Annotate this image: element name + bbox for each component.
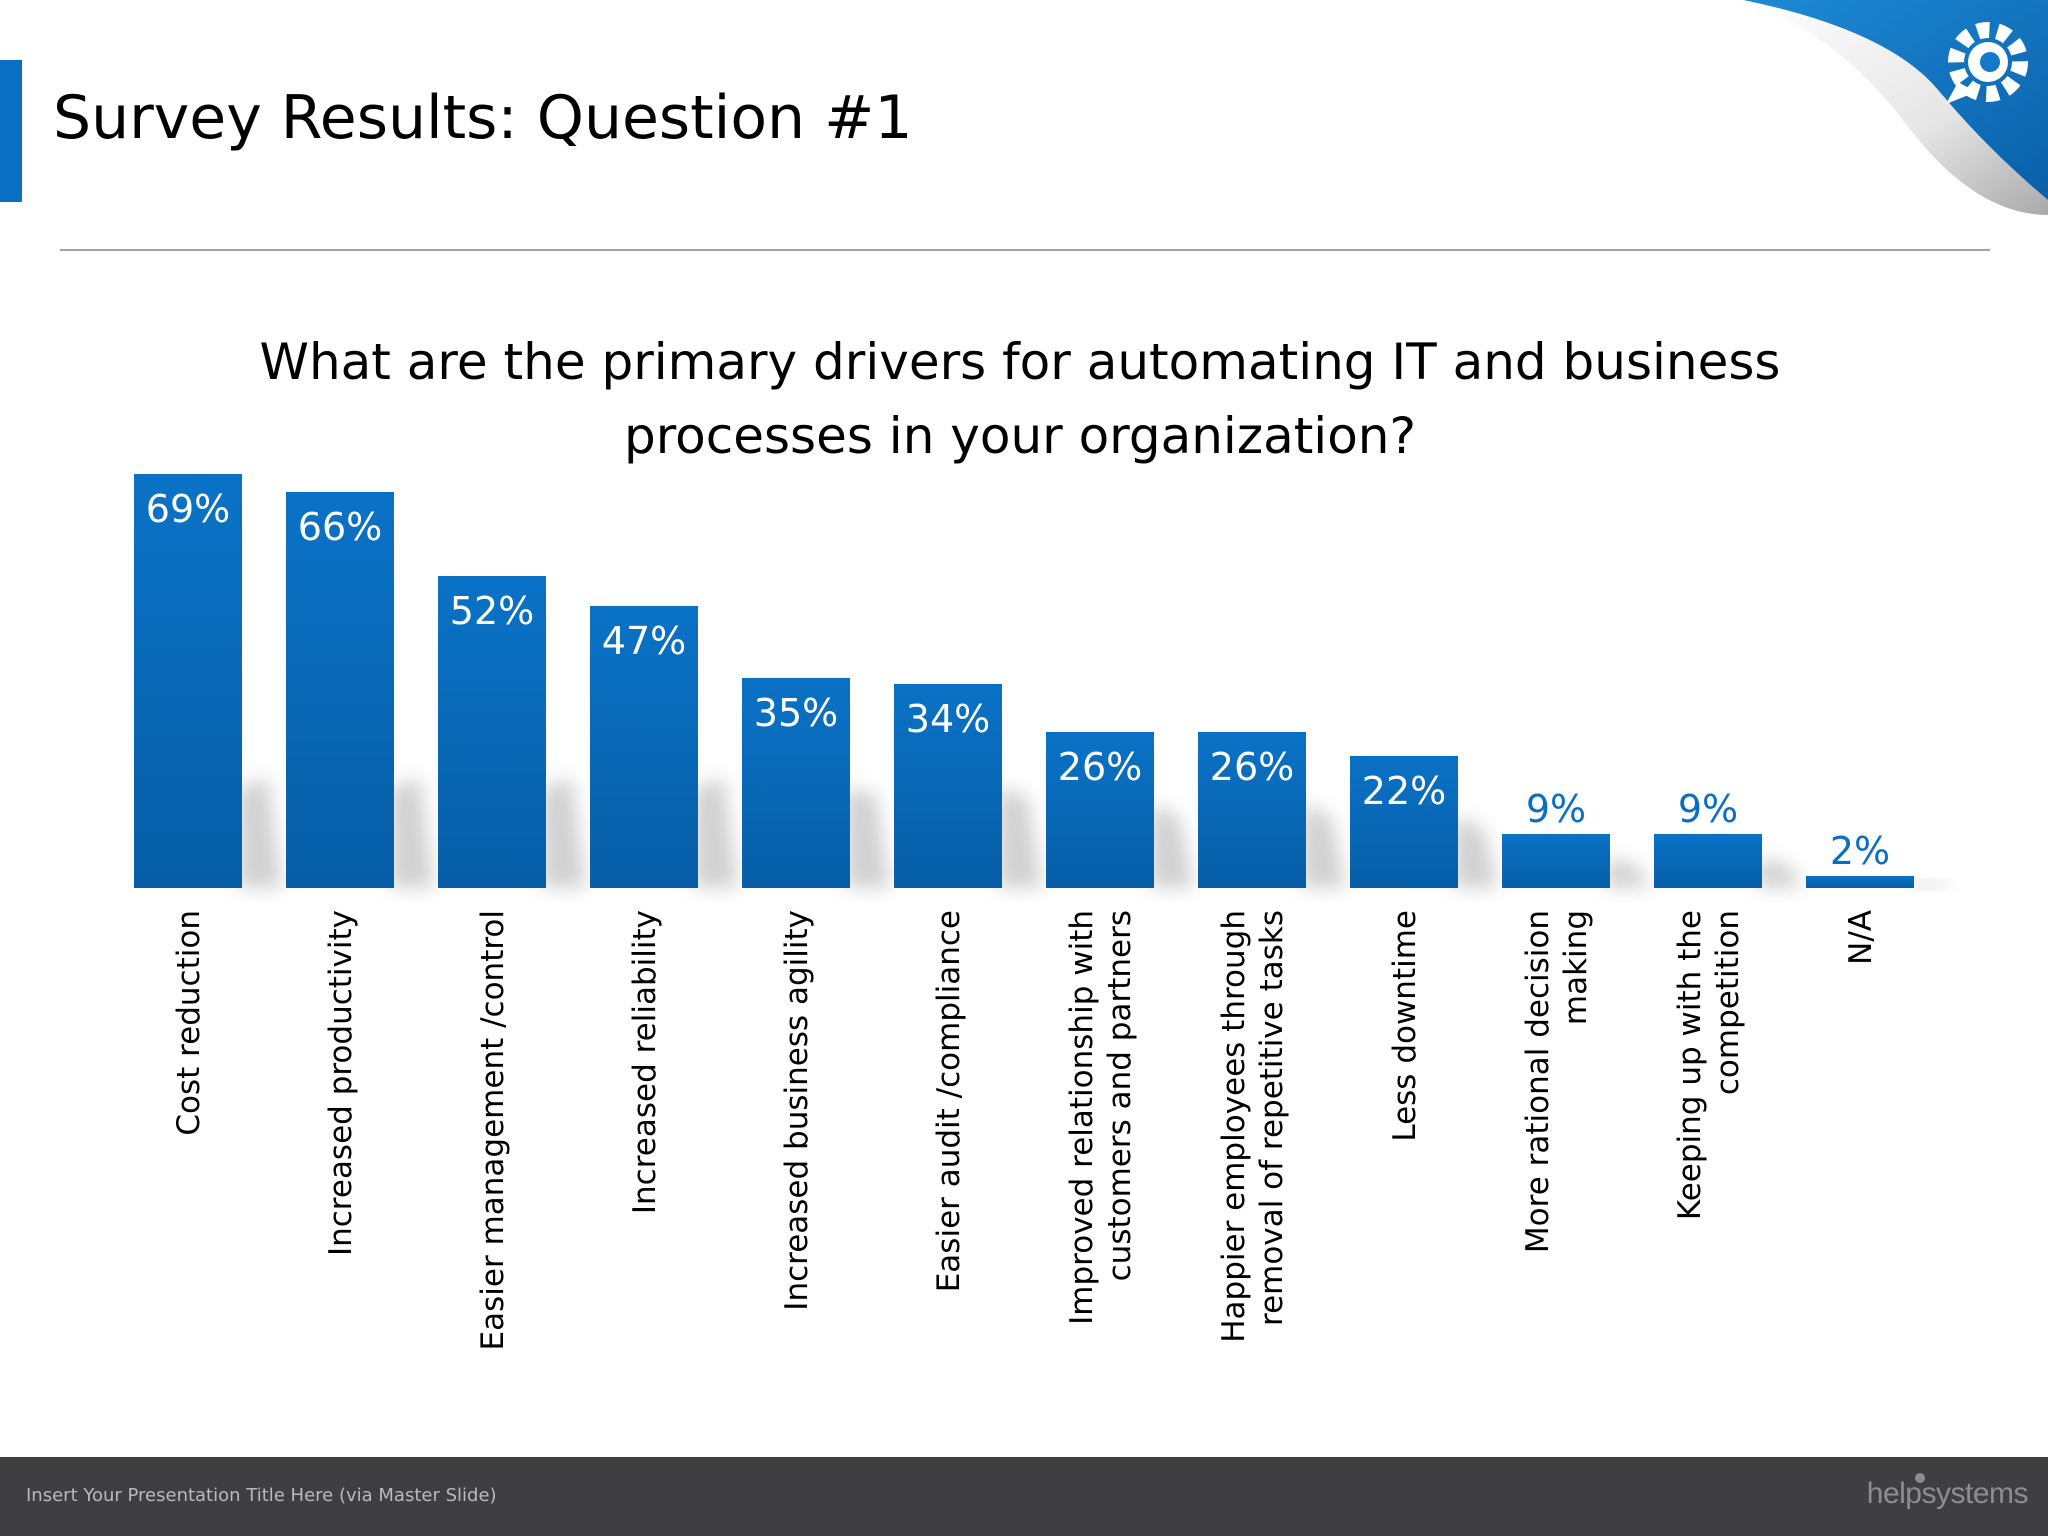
category-label: Increased reliability [627, 910, 663, 1214]
category-label-line: Happier employees through [1216, 910, 1252, 1343]
value-labels: 69% 66% 52% 47% 35% 34% 26% 26% 22% 9% 9% 2% [146, 487, 1890, 873]
category-label-line: competition [1710, 910, 1746, 1095]
bar-shadow [846, 788, 890, 888]
footer-bar: Insert Your Presentation Title Here (via… [0, 1457, 2048, 1536]
data-label: 9% [1678, 787, 1738, 831]
logo-dot-icon [1914, 1473, 1925, 1483]
category-label-line: making [1558, 910, 1594, 1025]
footer-presentation-title: Insert Your Presentation Title Here (via… [26, 1485, 497, 1506]
category-label: Less downtime [1387, 910, 1423, 1142]
category-label-line: Increased business agility [779, 910, 815, 1311]
question-line-1: What are the primary drivers for automat… [259, 333, 1781, 391]
title-accent-bar [0, 60, 22, 202]
category-label-line: Easier audit /compliance [931, 910, 967, 1292]
data-label: 2% [1830, 829, 1890, 873]
data-label: 47% [602, 619, 686, 663]
data-label: 52% [450, 589, 534, 633]
bar [1198, 732, 1306, 888]
bar [1350, 756, 1458, 888]
page-curl-corner [1743, 0, 2048, 215]
category-label: More rational decisionmaking [1520, 910, 1594, 1253]
category-label-line: Cost reduction [171, 910, 207, 1136]
gear-speech-bubble-icon [1946, 22, 2028, 104]
bar-shadow [1606, 858, 1650, 888]
category-label: Easier audit /compliance [931, 910, 967, 1292]
bar-shadow [1758, 858, 1802, 888]
data-label: 26% [1210, 745, 1294, 789]
bar-shadow [238, 778, 282, 888]
category-label: Improved relationship withcustomers and … [1064, 910, 1138, 1325]
bars [134, 474, 1914, 888]
data-label: 22% [1362, 769, 1446, 813]
category-label-line: Increased productivity [323, 910, 359, 1256]
category-label-line: N/A [1843, 910, 1879, 965]
bar-shadow [1910, 881, 1954, 888]
bar [134, 474, 242, 888]
bar [1502, 834, 1610, 888]
data-label: 35% [754, 691, 838, 735]
slide-title: Survey Results: Question #1 [53, 83, 913, 153]
data-label: 26% [1058, 745, 1142, 789]
title-divider [60, 249, 1990, 251]
category-label-line: More rational decision [1520, 910, 1556, 1253]
bar-shadow [542, 778, 586, 888]
category-label: Cost reduction [171, 910, 207, 1136]
bar-shadow [998, 788, 1042, 888]
category-label: Happier employees throughremoval of repe… [1216, 910, 1290, 1343]
category-label-line: Increased reliability [627, 910, 663, 1214]
bar [894, 684, 1002, 888]
category-label-line: removal of repetitive tasks [1254, 910, 1290, 1326]
category-label: Increased business agility [779, 910, 815, 1311]
bar [1806, 876, 1914, 888]
bar-chart: 69% 66% 52% 47% 35% 34% 26% 26% 22% 9% 9% 2% Cost r… [134, 474, 1954, 1350]
chart-question: What are the primary drivers for automat… [140, 325, 1900, 473]
bar [590, 606, 698, 888]
data-label: 69% [146, 487, 230, 531]
category-label: Keeping up with thecompetition [1672, 910, 1746, 1220]
bar-shadow [1454, 815, 1498, 888]
bar-shadows [238, 778, 1954, 888]
bar-shadow [1302, 802, 1346, 888]
category-label-line: customers and partners [1102, 910, 1138, 1281]
category-labels: Cost reduction Increased productivity Easi… [171, 910, 1879, 1350]
bar-shadow [390, 778, 434, 888]
bar [438, 576, 546, 888]
category-label-line: Easier management /control [475, 910, 511, 1350]
footer-logo-text: helpsystems [1866, 1477, 2029, 1510]
category-label-line: Keeping up with the [1672, 910, 1708, 1220]
data-label: 66% [298, 505, 382, 549]
category-label: Increased productivity [323, 910, 359, 1256]
category-label-line: Less downtime [1387, 910, 1423, 1142]
data-label: 9% [1526, 787, 1586, 831]
bar-shadow [694, 778, 738, 888]
bar [742, 678, 850, 888]
category-label: Easier management /control [475, 910, 511, 1350]
bar [1046, 732, 1154, 888]
question-line-2: processes in your organization? [623, 407, 1417, 465]
data-label: 34% [906, 697, 990, 741]
bar-shadow [1150, 802, 1194, 888]
bar [1654, 834, 1762, 888]
bar [286, 492, 394, 888]
category-label-line: Improved relationship with [1064, 910, 1100, 1325]
category-label: N/A [1843, 910, 1879, 965]
footer-logo: helpsystems [1866, 1473, 2029, 1511]
